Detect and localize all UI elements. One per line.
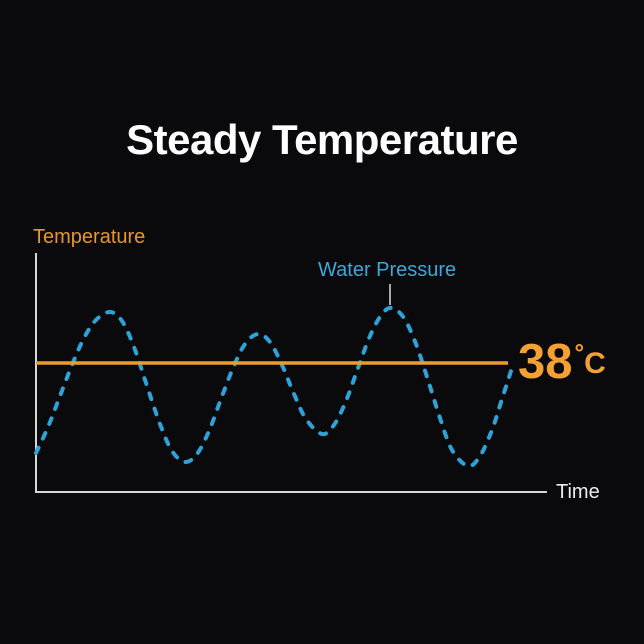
water-pressure-curve <box>34 305 513 469</box>
y-axis-label: Temperature <box>33 226 146 248</box>
degree-symbol: ° <box>574 340 585 367</box>
temperature-value-annotation: 38 ° C <box>518 338 606 387</box>
temperature-value: 38 <box>518 335 573 389</box>
x-axis-label: Time <box>556 481 600 503</box>
page-title: Steady Temperature <box>126 116 518 163</box>
water-pressure-label: Water Pressure <box>318 259 457 281</box>
temperature-unit: C <box>584 347 606 380</box>
